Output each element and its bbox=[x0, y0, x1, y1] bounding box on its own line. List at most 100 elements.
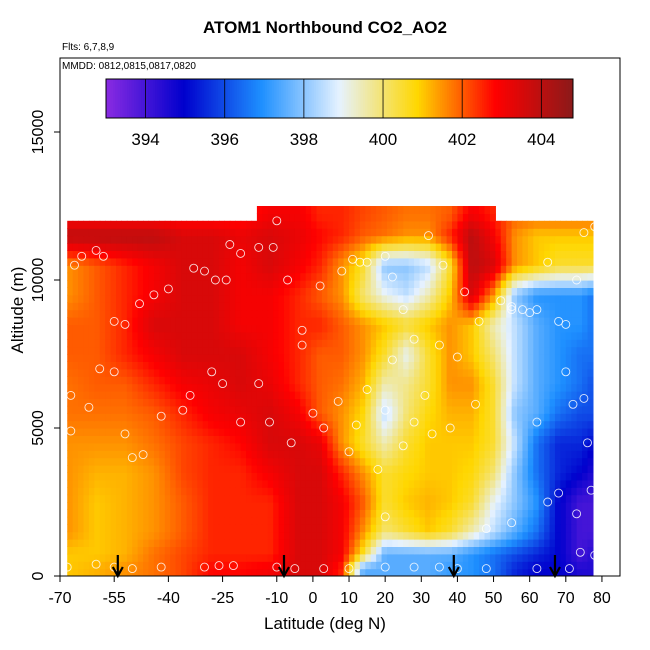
heatmap-cell bbox=[424, 472, 431, 481]
heatmap-cell bbox=[457, 524, 464, 533]
heatmap-cell bbox=[191, 331, 198, 340]
heatmap-cell bbox=[473, 450, 480, 459]
heatmap-cell bbox=[202, 502, 209, 510]
heatmap-cell bbox=[381, 354, 388, 362]
heatmap-cell bbox=[256, 435, 263, 444]
heatmap-cell bbox=[294, 487, 301, 496]
heatmap-cell bbox=[359, 457, 366, 466]
heatmap-cell bbox=[278, 494, 285, 503]
heatmap-cell bbox=[110, 383, 117, 392]
heatmap-cell bbox=[349, 361, 356, 370]
heatmap-cell bbox=[83, 376, 90, 385]
heatmap-cell bbox=[175, 494, 182, 503]
heatmap-cell bbox=[397, 479, 404, 488]
heatmap-cell bbox=[164, 302, 171, 311]
heatmap-cell bbox=[197, 531, 204, 540]
heatmap-cell bbox=[300, 465, 307, 473]
heatmap-cell bbox=[240, 472, 247, 481]
heatmap-cell bbox=[159, 457, 166, 466]
heatmap-cell bbox=[284, 398, 291, 407]
heatmap-cell bbox=[94, 435, 101, 444]
heatmap-cell bbox=[67, 368, 74, 377]
heatmap-cell bbox=[403, 228, 410, 237]
heatmap-cell bbox=[105, 294, 112, 303]
heatmap-cell bbox=[354, 220, 361, 229]
heatmap-cell bbox=[72, 398, 79, 407]
heatmap-cell bbox=[435, 531, 442, 540]
heatmap-cell bbox=[359, 553, 366, 562]
heatmap-cell bbox=[305, 376, 312, 385]
heatmap-cell bbox=[327, 346, 334, 355]
heatmap-cell bbox=[359, 354, 366, 362]
heatmap-cell bbox=[159, 354, 166, 362]
heatmap-cell bbox=[576, 561, 583, 570]
heatmap-cell bbox=[517, 494, 524, 503]
heatmap-cell bbox=[143, 361, 150, 370]
heatmap-cell bbox=[300, 346, 307, 355]
heatmap-cell bbox=[332, 250, 339, 259]
heatmap-cell bbox=[213, 524, 220, 533]
heatmap-cell bbox=[116, 442, 123, 451]
heatmap-cell bbox=[359, 265, 366, 274]
heatmap-cell bbox=[235, 383, 242, 392]
heatmap-cell bbox=[278, 339, 285, 348]
heatmap-cell bbox=[511, 524, 518, 533]
heatmap-cell bbox=[571, 324, 578, 333]
heatmap-cell bbox=[359, 317, 366, 325]
sample-point bbox=[387, 272, 397, 282]
heatmap-cell bbox=[321, 502, 328, 510]
heatmap-cell bbox=[500, 368, 507, 377]
heatmap-cell bbox=[430, 398, 437, 407]
heatmap-cell bbox=[240, 265, 247, 274]
colorbar-segment bbox=[227, 79, 231, 118]
heatmap-cell bbox=[197, 487, 204, 496]
heatmap-cell bbox=[370, 213, 377, 222]
heatmap-cell bbox=[186, 494, 193, 503]
heatmap-cell bbox=[457, 206, 464, 214]
heatmap-cell bbox=[408, 428, 415, 436]
heatmap-cell bbox=[392, 531, 399, 540]
heatmap-cell bbox=[67, 420, 74, 429]
heatmap-cell bbox=[381, 317, 388, 325]
heatmap-cell bbox=[159, 487, 166, 496]
heatmap-cell bbox=[452, 405, 459, 414]
heatmap-cell bbox=[479, 361, 486, 370]
heatmap-cell bbox=[511, 494, 518, 503]
heatmap-cell bbox=[311, 428, 318, 436]
heatmap-cell bbox=[208, 272, 215, 281]
heatmap-cell bbox=[479, 354, 486, 362]
heatmap-cell bbox=[533, 428, 540, 436]
heatmap-cell bbox=[132, 287, 139, 296]
heatmap-cell bbox=[181, 479, 188, 488]
heatmap-cell bbox=[170, 502, 177, 510]
heatmap-cell bbox=[88, 435, 95, 444]
heatmap-cell bbox=[229, 509, 236, 518]
heatmap-cell bbox=[67, 309, 74, 318]
heatmap-cell bbox=[197, 494, 204, 503]
heatmap-cell bbox=[381, 220, 388, 229]
heatmap-cell bbox=[468, 435, 475, 444]
heatmap-cell bbox=[164, 539, 171, 547]
heatmap-cell bbox=[175, 553, 182, 562]
heatmap-cell bbox=[67, 435, 74, 444]
heatmap-cell bbox=[435, 539, 442, 547]
heatmap-cell bbox=[67, 487, 74, 496]
heatmap-cell bbox=[148, 339, 155, 348]
heatmap-cell bbox=[105, 465, 112, 473]
heatmap-cell bbox=[78, 561, 85, 570]
heatmap-cell bbox=[294, 502, 301, 510]
heatmap-cell bbox=[305, 250, 312, 259]
heatmap-cell bbox=[419, 265, 426, 274]
heatmap-cell bbox=[181, 420, 188, 429]
heatmap-cell bbox=[381, 398, 388, 407]
heatmap-cell bbox=[132, 450, 139, 459]
heatmap-cell bbox=[229, 516, 236, 525]
heatmap-cell bbox=[414, 472, 421, 481]
heatmap-cell bbox=[294, 561, 301, 570]
heatmap-cell bbox=[397, 391, 404, 399]
heatmap-cell bbox=[386, 539, 393, 547]
heatmap-cell bbox=[294, 309, 301, 318]
heatmap-cell bbox=[289, 546, 296, 555]
heatmap-cell bbox=[137, 568, 144, 576]
heatmap-cell bbox=[462, 331, 469, 340]
